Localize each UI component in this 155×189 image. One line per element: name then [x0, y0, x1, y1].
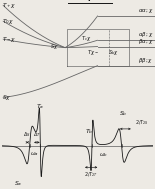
Text: $T_b$: $T_b$ [85, 127, 94, 136]
Text: $\beta\beta;\chi$: $\beta\beta;\chi$ [138, 56, 153, 65]
Text: $\Delta_T$: $\Delta_T$ [33, 130, 41, 139]
Text: $\alpha\alpha;\chi$: $\alpha\alpha;\chi$ [138, 7, 153, 15]
Text: $2/T_{2T}$: $2/T_{2T}$ [84, 170, 98, 179]
Text: $2/T_{2S}$: $2/T_{2S}$ [135, 118, 149, 127]
Text: $\mathbf{r}$: $\mathbf{r}$ [87, 0, 93, 3]
Text: $\Delta_S$: $\Delta_S$ [23, 130, 31, 139]
Text: $T_c\chi$: $T_c\chi$ [82, 34, 92, 43]
Text: $S_b$: $S_b$ [119, 109, 127, 118]
Text: $T\chi_-$: $T\chi_-$ [87, 48, 99, 57]
Text: $\beta\alpha;\chi$: $\beta\alpha;\chi$ [138, 36, 153, 46]
Text: $T_a$: $T_a$ [36, 102, 44, 111]
Text: $\omega_a$: $\omega_a$ [30, 150, 39, 158]
Text: $T_+\chi$: $T_+\chi$ [2, 1, 16, 10]
Text: $\omega_b$: $\omega_b$ [99, 151, 108, 159]
Text: $S_b\chi$: $S_b\chi$ [108, 48, 119, 57]
Text: $S\chi$: $S\chi$ [2, 93, 11, 102]
Text: $S_a$: $S_a$ [14, 179, 22, 188]
Text: $T_0\chi$: $T_0\chi$ [2, 17, 13, 26]
Text: $\alpha\beta;\chi$: $\alpha\beta;\chi$ [138, 30, 153, 39]
Text: $S\chi$: $S\chi$ [50, 42, 59, 51]
Text: $T_-\chi$: $T_-\chi$ [2, 35, 16, 44]
